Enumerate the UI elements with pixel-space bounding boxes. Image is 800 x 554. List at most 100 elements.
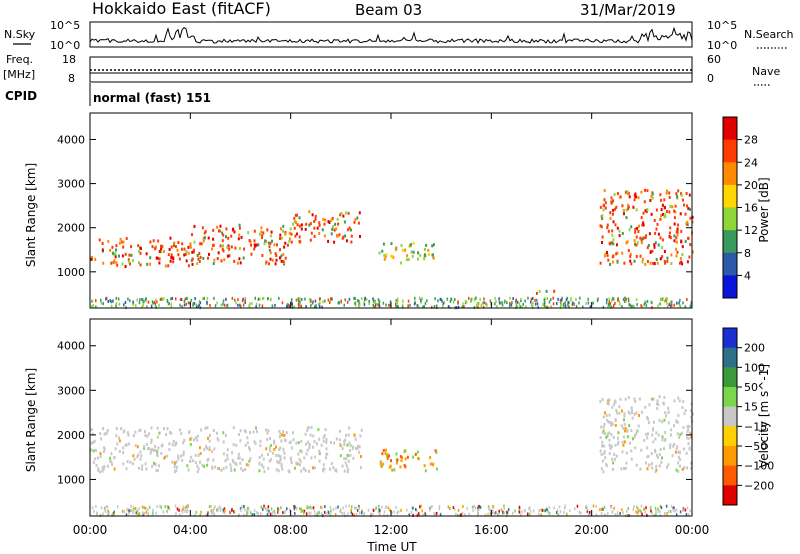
- echo-point: [213, 258, 216, 262]
- echo-point: [639, 467, 642, 471]
- echo-point: [624, 426, 627, 430]
- ground-scatter-point: [337, 505, 339, 509]
- y-tick-label: 1000: [57, 266, 85, 279]
- ground-scatter-point: [168, 302, 170, 305]
- echo-point: [201, 463, 204, 467]
- echo-point: [665, 414, 668, 418]
- ground-scatter-point: [161, 297, 164, 301]
- ground-scatter-point: [559, 305, 562, 309]
- ground-scatter-point: [329, 301, 331, 305]
- ground-scatter-point: [382, 301, 385, 305]
- echo-point: [675, 254, 678, 258]
- echo-point: [160, 444, 163, 448]
- echo-point: [404, 248, 407, 252]
- echo-point: [661, 435, 664, 439]
- echo-point: [339, 454, 342, 458]
- ground-scatter-point: [666, 301, 668, 305]
- ground-scatter-point: [520, 513, 522, 517]
- echo-point: [279, 457, 282, 461]
- echo-point: [640, 238, 643, 242]
- echo-point: [270, 444, 272, 447]
- echo-point: [138, 466, 141, 470]
- ground-scatter-point: [636, 505, 638, 509]
- echo-point: [646, 467, 649, 471]
- ground-scatter-point: [293, 305, 296, 309]
- ground-scatter-point: [613, 304, 615, 308]
- echo-point: [647, 244, 650, 247]
- echo-point: [603, 450, 606, 453]
- echo-point: [206, 446, 208, 450]
- echo-point: [383, 257, 386, 261]
- ground-scatter-point: [684, 508, 687, 512]
- echo-point: [244, 468, 247, 471]
- echo-point: [192, 250, 195, 254]
- ground-scatter-point: [643, 302, 645, 306]
- ground-scatter-point: [471, 505, 474, 509]
- echo-point: [227, 244, 230, 248]
- ground-scatter-point: [659, 513, 661, 517]
- echo-point: [655, 227, 658, 231]
- ground-scatter-point: [383, 510, 386, 514]
- ground-scatter-point: [646, 300, 649, 303]
- ground-scatter-point: [132, 511, 134, 515]
- ground-scatter-point: [350, 510, 352, 514]
- echo-point: [429, 456, 432, 460]
- echo-point: [609, 217, 612, 220]
- ground-scatter-point: [506, 510, 508, 514]
- ground-scatter-point: [606, 298, 608, 302]
- ground-scatter-point: [174, 504, 177, 508]
- ground-scatter-point: [316, 513, 319, 517]
- ground-scatter-point: [302, 509, 304, 513]
- ground-scatter-point: [580, 511, 582, 515]
- ground-scatter-point: [242, 303, 245, 307]
- ground-scatter-point: [474, 506, 477, 510]
- echo-point: [325, 456, 327, 460]
- echo-point: [267, 466, 270, 470]
- ground-scatter-point: [318, 302, 320, 306]
- echo-point: [634, 433, 636, 437]
- ground-scatter-point: [308, 506, 310, 510]
- ground-scatter-point: [431, 305, 433, 309]
- echo-point: [173, 470, 176, 474]
- echo-point: [670, 253, 673, 257]
- ground-scatter-point: [611, 299, 613, 303]
- ground-scatter-point: [394, 302, 397, 306]
- echo-point: [206, 426, 209, 430]
- echo-point: [157, 446, 160, 450]
- echo-point: [339, 429, 341, 433]
- echo-point: [259, 444, 262, 448]
- echo-point: [661, 438, 664, 442]
- echo-point: [653, 243, 656, 247]
- echo-point: [689, 216, 692, 220]
- ground-scatter-point: [197, 305, 200, 309]
- echo-point: [330, 232, 333, 236]
- echo-point: [300, 227, 303, 231]
- ground-scatter-point: [595, 513, 598, 517]
- ground-scatter-point: [133, 507, 135, 511]
- echo-point: [636, 241, 639, 245]
- ground-scatter-point: [115, 302, 118, 306]
- echo-point: [249, 457, 252, 460]
- ground-scatter-point: [247, 506, 250, 510]
- ground-scatter-point: [237, 298, 239, 302]
- echo-point: [342, 214, 345, 218]
- ground-scatter-point: [468, 296, 470, 300]
- echo-point: [187, 245, 190, 249]
- echo-point: [324, 428, 327, 432]
- echo-point: [90, 448, 93, 452]
- echo-point: [187, 251, 190, 255]
- ground-scatter-point: [602, 508, 604, 511]
- ground-scatter-point: [477, 305, 479, 309]
- ground-scatter-point: [213, 507, 215, 511]
- echo-point: [225, 227, 228, 231]
- echo-point: [690, 416, 693, 419]
- echo-point: [642, 211, 645, 215]
- echo-point: [347, 433, 350, 437]
- ground-scatter-point: [495, 511, 497, 515]
- ground-scatter-point: [558, 505, 561, 509]
- ground-scatter-point: [303, 511, 305, 515]
- echo-point: [640, 241, 643, 245]
- echo-point: [677, 455, 680, 459]
- echo-point: [146, 434, 149, 438]
